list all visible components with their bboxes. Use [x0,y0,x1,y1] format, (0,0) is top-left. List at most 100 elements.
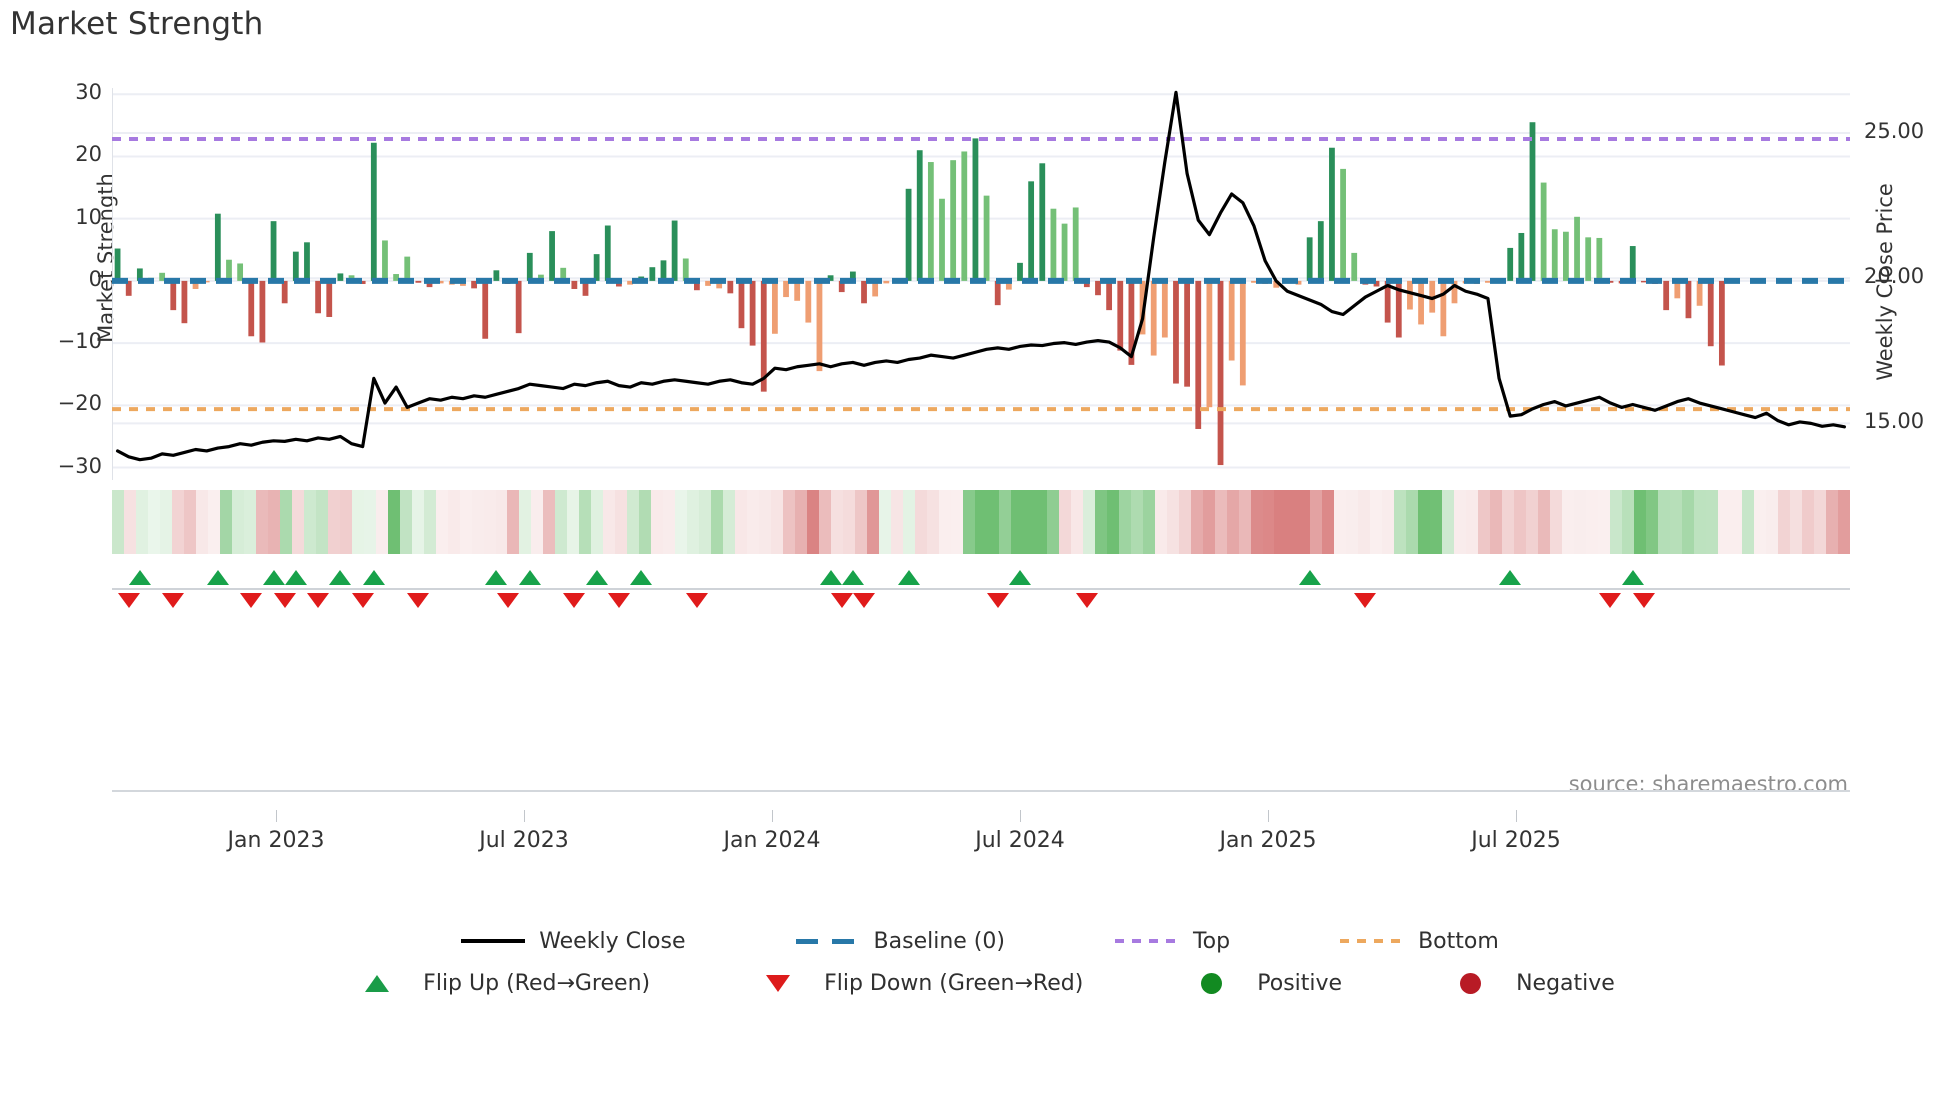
strength-bar [426,280,433,288]
legend-item-label: Positive [1257,970,1343,996]
heatmap-cell [1801,490,1814,554]
bottom-divider [112,790,1850,792]
strength-bar [1351,252,1358,281]
heatmap-cell [1334,490,1347,554]
heatmap-cell [1166,490,1179,554]
heatmap-cell [195,490,208,554]
heatmap-cell [171,490,184,554]
strength-bar [1128,280,1135,365]
strength-bar [1072,207,1079,281]
heatmap-cell [687,490,700,554]
heatmap-cell [1717,490,1730,554]
x-axis-tick-mark [276,810,277,822]
legend-item[interactable]: Weekly Close [461,929,686,954]
heatmap-cell [123,490,136,554]
legend-row-1: Weekly Close Baseline (0) Top Bottom [0,920,1960,962]
heatmap-cell [1010,490,1023,554]
strength-bar [1206,280,1213,408]
strength-bar [927,162,934,281]
heatmap-cell [771,490,784,554]
strength-bar [359,280,366,284]
strength-bar [315,280,322,314]
strength-bar [1095,280,1101,296]
strength-bar [1184,280,1191,387]
heatmap-cell [579,490,592,554]
strength-bar [1317,221,1324,281]
heatmap-cell [327,490,340,554]
circle-marker-icon [1459,972,1481,994]
strength-bar [136,268,143,281]
heatmap-cell [1562,490,1575,554]
strength-bar [983,195,990,281]
flip-up-marker [206,570,229,585]
strength-bar [1295,280,1302,285]
strength-bar [1395,280,1402,338]
legend-item[interactable]: Positive [1179,971,1342,996]
heatmap-cell [387,490,400,554]
legend-item-label: Baseline (0) [873,928,1005,954]
strength-bar [1106,280,1113,311]
strength-bar [805,280,812,323]
strength-bar [794,280,801,301]
strength-bar [393,274,399,281]
flip-up-marker [284,570,307,585]
strength-bar [1551,229,1558,281]
y-axis-left-tick: 0 [88,266,102,291]
flip-down-marker [240,593,263,608]
x-axis: Jan 2023 Jul 2023 Jan 2024 Jul 2024 Jan 2025… [112,810,1850,870]
strength-bar [304,242,310,281]
heatmap-cell [1046,490,1059,554]
strength-bar [1429,280,1436,313]
strength-bar [482,280,489,339]
x-axis-tick-label: Jul 2024 [975,828,1065,853]
strength-bar [337,273,344,281]
legend-item[interactable]: Flip Up (Red→Green) [345,971,650,996]
heatmap-cell [795,490,808,554]
strength-bar [181,280,188,324]
heatmap-cell [1705,490,1718,554]
strength-bar [883,280,890,284]
strength-bar [170,280,177,311]
heatmap-cell [879,490,891,554]
y-axis-right-tick: 15.00 [1864,409,1925,434]
heatmap-cell [627,490,640,554]
flip-down-marker [1599,593,1622,608]
flip-up-marker [128,570,151,585]
heatmap-cell [135,490,148,554]
heatmap-cell [1550,490,1563,554]
legend-glyph [1179,972,1243,994]
strength-bar [593,254,600,281]
heatmap-cell [399,490,412,554]
strength-bar [1607,280,1614,283]
strength-bar [404,256,411,281]
strength-bar [1674,280,1681,299]
strength-bar [838,280,845,293]
heatmap-cell [411,490,424,554]
heatmap-cell [1202,490,1215,554]
strength-bar [1685,280,1692,319]
flip-down-marker [407,593,430,608]
legend-item[interactable]: Top [1114,929,1230,954]
strength-bar [1017,262,1023,281]
heatmap-cell [735,490,748,554]
flip-up-marker [630,570,653,585]
heatmap-cell [1418,490,1431,554]
strength-bar [1251,280,1257,283]
heatmap-cell [938,490,951,554]
legend-item[interactable]: Negative [1438,971,1615,996]
strength-bar [827,275,834,281]
strength-bar [727,280,734,294]
flip-up-marker [1499,570,1522,585]
flip-up-marker [1621,570,1644,585]
strength-bar [1596,237,1603,281]
heatmap-cell [1298,490,1311,554]
legend-item[interactable]: Bottom [1340,929,1499,954]
strength-bar [159,272,166,281]
strength-bar [1574,216,1580,281]
strength-bar [326,280,333,317]
x-axis-tick-mark [1516,810,1517,822]
legend-item[interactable]: Baseline (0) [795,928,1005,954]
heatmap-cell [615,490,628,554]
legend-item[interactable]: Flip Down (Green→Red) [746,971,1083,996]
y-axis-left-tick: −30 [57,453,102,478]
